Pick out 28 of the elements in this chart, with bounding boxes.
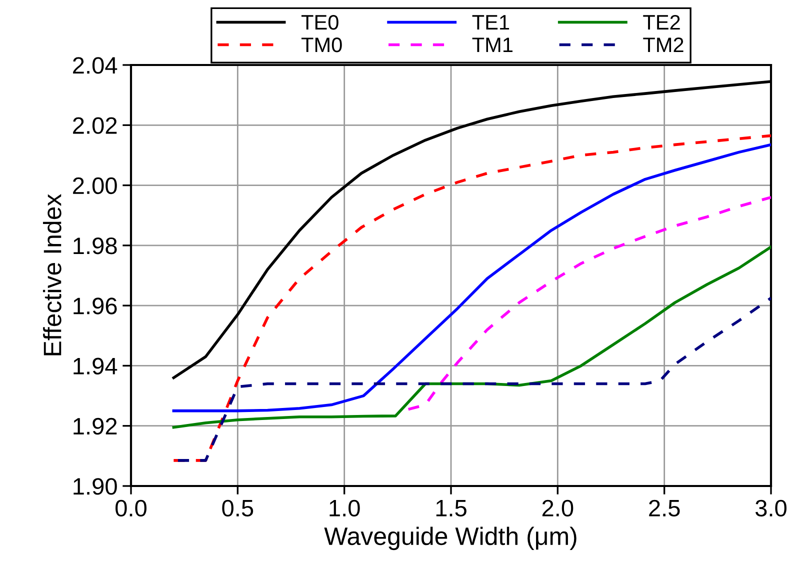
line-series	[406, 196, 771, 411]
y-tick-label: 1.90	[74, 478, 117, 495]
y-tick-label: 1.96	[74, 298, 117, 314]
x-tick-label: 1.5	[436, 500, 466, 517]
y-axis-title: Effective Index	[42, 194, 62, 356]
x-tick-label: 3.0	[755, 500, 786, 517]
legend-label: TE0	[301, 14, 338, 30]
x-tick-label: 0.0	[116, 500, 146, 517]
y-tick-label: 1.92	[74, 418, 117, 435]
line-series	[176, 296, 771, 462]
line-series	[172, 134, 771, 462]
legend-label: TM1	[472, 38, 512, 52]
x-axis-title: Waveguide Width (μm)	[324, 526, 576, 550]
y-tick-label: 1.98	[74, 237, 117, 254]
legend-label: TE1	[472, 15, 510, 30]
x-tick-label: 2.5	[649, 500, 680, 517]
x-tick-label: 0.5	[222, 500, 254, 517]
y-tick-label: 2.04	[73, 57, 118, 74]
legend-label: TE2	[643, 14, 680, 30]
line-series	[172, 246, 771, 429]
line-series	[172, 143, 771, 412]
x-tick-label: 1.0	[330, 500, 360, 517]
x-tick-label: 2.0	[542, 500, 574, 517]
y-tick-label: 2.02	[73, 117, 117, 134]
legend-label: TM0	[301, 38, 342, 52]
y-tick-label: 1.94	[74, 358, 118, 374]
y-tick-label: 2.00	[73, 177, 117, 194]
legend-label: TM2	[643, 38, 684, 52]
